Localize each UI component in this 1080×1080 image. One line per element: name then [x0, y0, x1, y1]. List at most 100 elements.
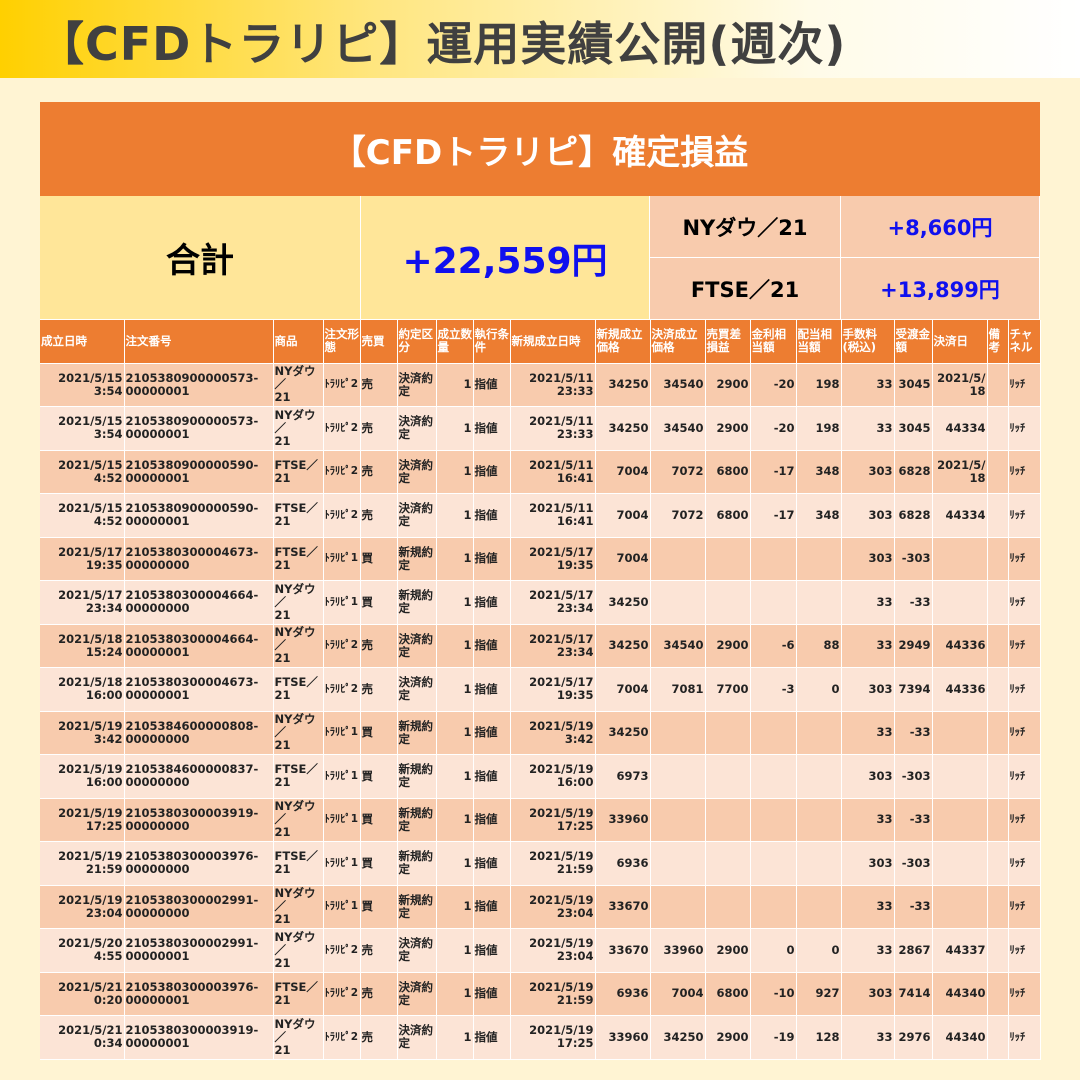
table-cell [987, 972, 1009, 1016]
table-cell [705, 537, 751, 581]
table-cell: 2105380300003919- 00000000 [124, 798, 274, 842]
table-cell: FTSE／ 21 [273, 754, 324, 799]
table-cell: 2021/5/15 4:52 [40, 493, 125, 538]
table-cell [987, 667, 1009, 712]
table-cell: FTSE／ 21 [273, 667, 324, 712]
table-cell: 2021/5/19 21:59 [510, 841, 596, 886]
table-cell: ﾘｯﾁ [1008, 885, 1041, 929]
table-cell [987, 363, 1009, 407]
page-title: 【CFDトラリピ】運用実績公開(週次) [38, 17, 847, 71]
table-cell: 2021/5/17 19:35 [510, 537, 596, 581]
table-cell: 2021/5/18 15:24 [40, 624, 125, 668]
table-cell: NYダウ／ 21 [273, 406, 324, 451]
table-cell: 2105384600000808- 00000000 [124, 711, 274, 755]
table-cell: 6800 [705, 450, 751, 494]
table-cell: 33 [841, 928, 895, 973]
table-cell: 1 [436, 580, 474, 625]
table-cell: 売 [360, 624, 398, 668]
table-cell: 2105380900000573- 00000001 [124, 406, 274, 451]
table-cell: 34540 [650, 624, 706, 668]
table-cell: 1 [436, 450, 474, 494]
table-cell: -303 [894, 537, 933, 581]
summary: 合計 +22,559円 NYダウ／21 +8,660円 FTSE／21 +13,… [40, 196, 1040, 320]
column-header: 新規成立日時 [510, 320, 596, 364]
table-cell: -3 [750, 667, 797, 712]
table-cell: 3045 [894, 363, 933, 407]
table-cell: 指値 [473, 406, 511, 451]
table-cell: 2021/5/19 23:04 [40, 885, 125, 929]
table-cell: 売 [360, 972, 398, 1016]
table-cell: 34540 [650, 363, 706, 407]
table-cell: NYダウ／ 21 [273, 1015, 324, 1060]
table-cell: 指値 [473, 450, 511, 494]
table-cell: 3045 [894, 406, 933, 451]
table-row: 2021/5/21 0:34 2105380300003919- 00000001… [40, 1015, 1041, 1060]
table-cell [932, 885, 988, 929]
table-cell: 33 [841, 711, 895, 755]
table-cell: 2021/5/17 19:35 [40, 537, 125, 581]
table-cell: ﾘｯﾁ [1008, 841, 1041, 886]
table-cell: 2021/5/15 3:54 [40, 363, 125, 407]
table-cell: NYダウ／ 21 [273, 711, 324, 755]
table-cell [750, 711, 797, 755]
table-cell: FTSE／ 21 [273, 537, 324, 581]
table-cell: 指値 [473, 841, 511, 886]
table-cell: 44340 [932, 972, 988, 1016]
table-cell: -17 [750, 493, 797, 538]
table-cell: 128 [796, 1015, 842, 1060]
column-header: 注文番号 [124, 320, 274, 364]
table-cell: 34250 [595, 580, 651, 625]
table-cell: 買 [360, 711, 398, 755]
table-cell: 2105380300004673- 00000000 [124, 537, 274, 581]
table-cell: 売 [360, 928, 398, 973]
column-header: 注文形態 [323, 320, 361, 364]
table-cell: 34250 [595, 624, 651, 668]
table-cell: 決済約 定 [397, 972, 437, 1016]
table-cell: ﾄﾗﾘﾋﾟ1 [323, 537, 361, 581]
table-row: 2021/5/19 3:42 2105384600000808- 00000000… [40, 711, 1041, 755]
table-cell: 0 [750, 928, 797, 973]
table-cell: 303 [841, 841, 895, 886]
table-cell: 1 [436, 1015, 474, 1060]
table-cell [705, 580, 751, 625]
table-cell: 新規約 定 [397, 754, 437, 799]
table-cell: 2021/5/19 3:42 [40, 711, 125, 755]
table-cell: 指値 [473, 928, 511, 973]
table-cell: 33 [841, 1015, 895, 1060]
table-cell: 33 [841, 580, 895, 625]
table-cell: ﾄﾗﾘﾋﾟ2 [323, 1015, 361, 1060]
table-cell: 1 [436, 885, 474, 929]
header-banner: 【CFDトラリピ】運用実績公開(週次) [0, 0, 1080, 78]
table-header-row: 成立日時 注文番号 商品 注文形態 売買 約定区分 成立数量 執行条件 新規成立日時 新規成立価格… [40, 320, 1041, 364]
table-row: 2021/5/19 21:59 2105380300003976- 0000000… [40, 841, 1041, 886]
table-cell: 44337 [932, 928, 988, 973]
table-cell: 指値 [473, 363, 511, 407]
table-cell [987, 754, 1009, 799]
table-cell: 2021/5/17 23:34 [510, 624, 596, 668]
table-cell: 2021/5/ 18 [932, 450, 988, 494]
table-cell: 2105380300002991- 00000000 [124, 885, 274, 929]
column-header: 配当相当額 [796, 320, 842, 364]
table-cell [987, 537, 1009, 581]
table-cell: 44340 [932, 1015, 988, 1060]
table-row: 2021/5/19 23:04 2105380300002991- 0000000… [40, 885, 1041, 929]
table-cell: 7072 [650, 450, 706, 494]
table-cell [932, 711, 988, 755]
table-cell: NYダウ／ 21 [273, 798, 324, 842]
table-cell: 新規約 定 [397, 885, 437, 929]
table-cell: 7072 [650, 493, 706, 538]
table-cell: ﾘｯﾁ [1008, 711, 1041, 755]
table-cell: 1 [436, 363, 474, 407]
table-cell: 198 [796, 406, 842, 451]
table-cell: ﾄﾗﾘﾋﾟ2 [323, 667, 361, 712]
table-cell: 33670 [595, 928, 651, 973]
table-cell: 2021/5/19 21:59 [40, 841, 125, 886]
table-cell [650, 798, 706, 842]
table-cell [987, 885, 1009, 929]
table-row: 2021/5/15 4:52 2105380900000590- 00000001… [40, 493, 1041, 538]
table-cell: 2021/5/15 4:52 [40, 450, 125, 494]
table-cell [987, 624, 1009, 668]
table-cell: FTSE／ 21 [273, 972, 324, 1016]
table-cell: 33670 [595, 885, 651, 929]
table-cell: 303 [841, 537, 895, 581]
